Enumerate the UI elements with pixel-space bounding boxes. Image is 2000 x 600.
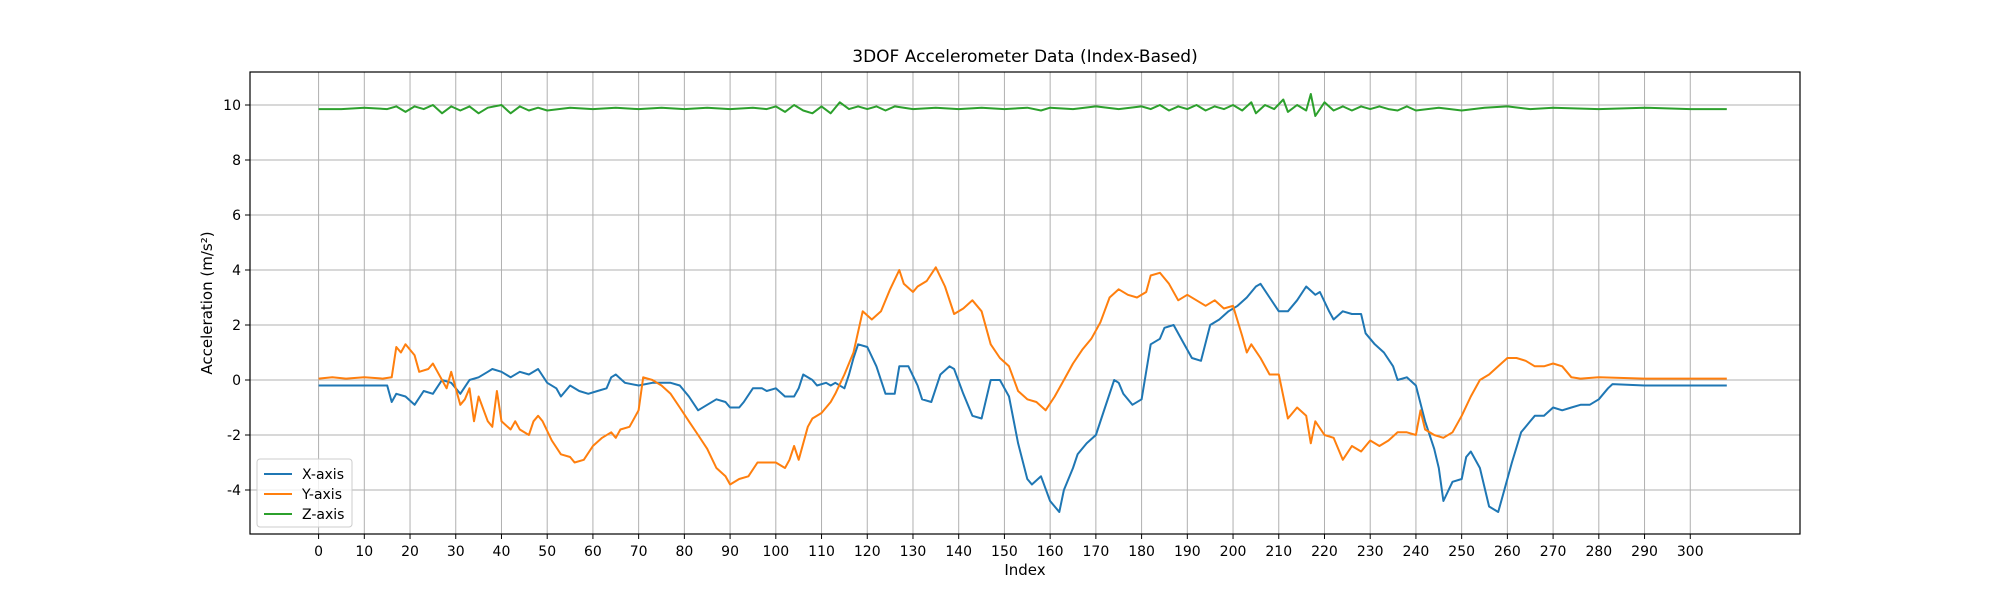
x-tick-label: 120 [854, 544, 881, 560]
y-tick-label: 8 [232, 153, 241, 169]
legend: X-axis Y-axis Z-axis [256, 458, 353, 528]
x-tick-label: 190 [1174, 544, 1201, 560]
x-tick-label: 200 [1220, 544, 1247, 560]
y-axis-ticks: -4 -2 0 2 4 6 8 10 [223, 98, 250, 499]
x-tick-label: 130 [900, 544, 927, 560]
x-tick-label: 50 [538, 544, 556, 560]
series-line-z-axis [318, 93, 1727, 117]
x-tick-label: 0 [314, 544, 323, 560]
x-tick-label: 170 [1083, 544, 1110, 560]
grid-lines [250, 72, 1800, 534]
x-tick-label: 180 [1128, 544, 1155, 560]
x-tick-label: 140 [945, 544, 972, 560]
x-tick-label: 300 [1677, 544, 1704, 560]
x-tick-label: 70 [630, 544, 648, 560]
x-tick-label: 60 [584, 544, 602, 560]
x-tick-label: 100 [762, 544, 789, 560]
x-tick-label: 230 [1357, 544, 1384, 560]
legend-label-y-axis: Y-axis [301, 487, 342, 503]
chart-title: 3DOF Accelerometer Data (Index-Based) [852, 47, 1197, 67]
x-tick-label: 280 [1585, 544, 1612, 560]
x-axis-label: Index [1004, 561, 1045, 579]
y-tick-label: 6 [232, 208, 241, 224]
x-tick-label: 290 [1631, 544, 1658, 560]
y-tick-label: 4 [232, 263, 241, 279]
y-tick-label: -2 [227, 428, 241, 444]
y-tick-label: 2 [232, 318, 241, 334]
legend-label-z-axis: Z-axis [302, 507, 344, 523]
x-tick-label: 10 [355, 544, 373, 560]
series-line-y-axis [318, 266, 1727, 486]
x-tick-label: 260 [1494, 544, 1521, 560]
x-tick-label: 90 [721, 544, 739, 560]
y-tick-label: 10 [223, 98, 241, 114]
x-axis-ticks: 0 10 20 30 40 50 60 70 80 90 100 110 120 130 140 150 160… [314, 534, 1704, 560]
legend-box [256, 458, 353, 528]
x-tick-label: 110 [808, 544, 835, 560]
plot-frame [249, 71, 1801, 535]
x-tick-label: 30 [447, 544, 465, 560]
x-tick-label: 220 [1311, 544, 1338, 560]
x-tick-label: 210 [1265, 544, 1292, 560]
x-tick-label: 160 [1037, 544, 1064, 560]
x-tick-label: 80 [675, 544, 693, 560]
series-line-x-axis [318, 282, 1727, 513]
x-tick-label: 20 [401, 544, 419, 560]
y-tick-label: 0 [232, 373, 241, 389]
x-tick-label: 40 [493, 544, 511, 560]
x-tick-label: 150 [991, 544, 1018, 560]
y-axis-label: Acceleration (m/s²) [198, 231, 216, 374]
legend-label-x-axis: X-axis [302, 467, 344, 483]
x-tick-label: 250 [1448, 544, 1475, 560]
x-tick-label: 270 [1540, 544, 1567, 560]
x-tick-label: 240 [1403, 544, 1430, 560]
y-tick-label: -4 [227, 483, 241, 499]
series-layer [318, 93, 1727, 513]
